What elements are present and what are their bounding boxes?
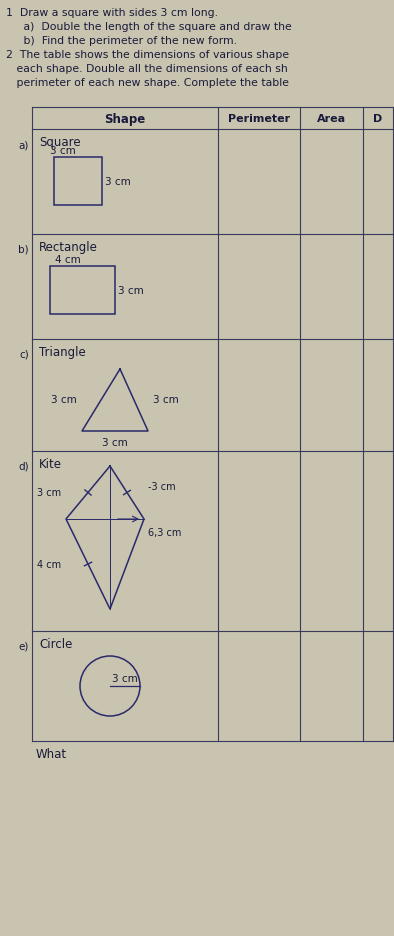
Text: 3 cm: 3 cm (50, 146, 76, 155)
Text: 4 cm: 4 cm (37, 560, 61, 569)
Text: 4 cm: 4 cm (55, 255, 80, 265)
Text: 1  Draw a square with sides 3 cm long.: 1 Draw a square with sides 3 cm long. (6, 8, 218, 18)
Text: 3 cm: 3 cm (37, 488, 61, 498)
Text: Perimeter: Perimeter (228, 114, 290, 124)
Text: Area: Area (317, 114, 346, 124)
Text: 6,3 cm: 6,3 cm (148, 528, 181, 537)
Text: c): c) (19, 350, 29, 359)
Text: Rectangle: Rectangle (39, 241, 98, 254)
Text: 3 cm: 3 cm (153, 394, 179, 404)
Text: Triangle: Triangle (39, 345, 86, 358)
Text: a): a) (19, 139, 29, 150)
Text: D: D (374, 114, 383, 124)
Text: b): b) (19, 244, 29, 255)
Text: b)  Find the perimeter of the new form.: b) Find the perimeter of the new form. (6, 36, 237, 46)
Text: 3 cm: 3 cm (105, 177, 131, 187)
Text: 3 cm: 3 cm (102, 437, 128, 447)
Bar (50, 267, 115, 314)
Text: Shape: Shape (104, 112, 146, 125)
Text: e): e) (19, 641, 29, 651)
Text: a)  Double the length of the square and draw the: a) Double the length of the square and d… (6, 22, 292, 32)
Text: Kite: Kite (39, 458, 62, 471)
Text: What: What (36, 747, 67, 760)
Text: perimeter of each new shape. Complete the table: perimeter of each new shape. Complete th… (6, 78, 289, 88)
Bar (54, 158, 102, 206)
Text: d): d) (19, 461, 29, 472)
Text: Square: Square (39, 136, 81, 149)
Text: 3 cm: 3 cm (118, 285, 144, 296)
Text: each shape. Double all the dimensions of each sh: each shape. Double all the dimensions of… (6, 64, 288, 74)
Text: 2  The table shows the dimensions of various shape: 2 The table shows the dimensions of vari… (6, 50, 289, 60)
Text: Circle: Circle (39, 637, 72, 651)
Text: -3 cm: -3 cm (148, 482, 176, 491)
Text: 3 cm: 3 cm (112, 673, 138, 683)
Text: 3 cm: 3 cm (51, 394, 77, 404)
